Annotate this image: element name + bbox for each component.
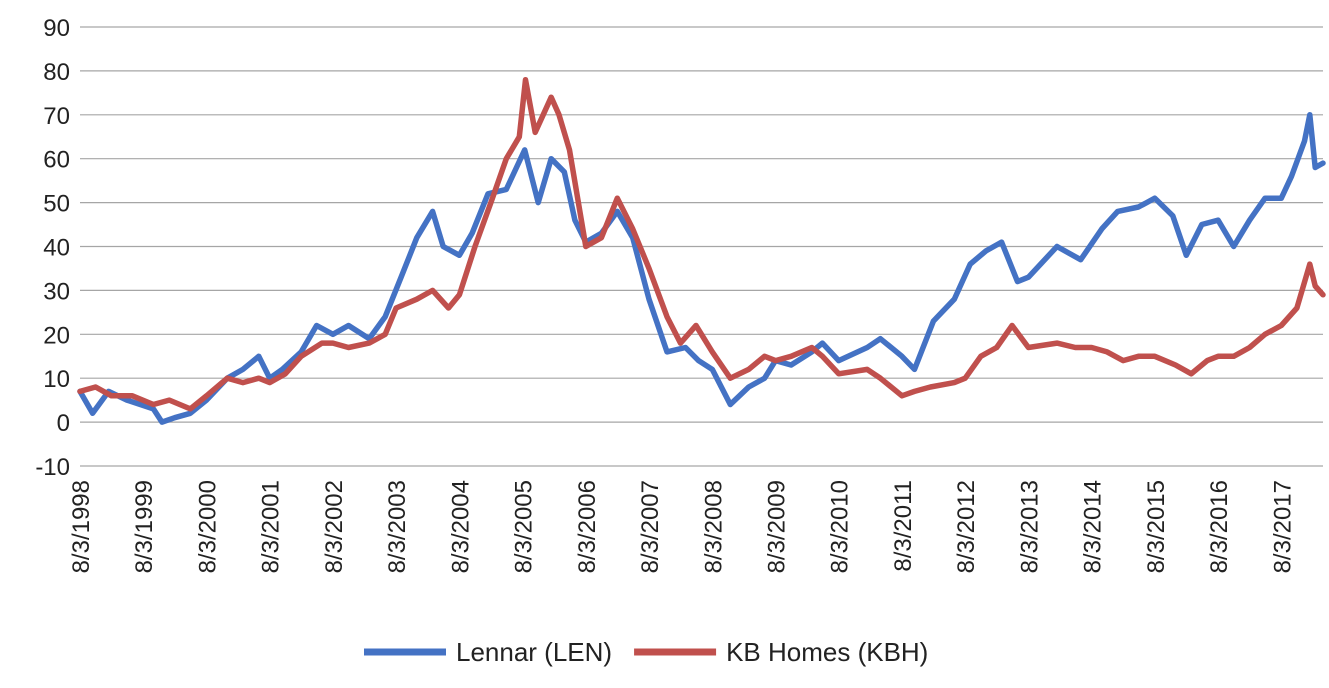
series-line-0 bbox=[77, 112, 1326, 425]
y-tick-label: 10 bbox=[43, 366, 70, 393]
y-tick-label: 30 bbox=[43, 278, 70, 305]
x-tick-label: 8/3/2006 bbox=[574, 480, 601, 573]
x-tick-label: 8/3/1998 bbox=[68, 480, 95, 573]
x-tick-label: 8/3/2004 bbox=[447, 480, 474, 573]
x-tick-label: 8/3/2001 bbox=[258, 480, 285, 573]
x-axis-tick-labels: 8/3/1998 8/3/1999 8/3/2000 8/3/2001 8/3/2002… bbox=[68, 480, 1296, 573]
x-tick-label: 8/3/2008 bbox=[700, 480, 727, 573]
x-tick-label: 8/3/2000 bbox=[195, 480, 222, 573]
series-line-1 bbox=[77, 76, 1326, 412]
x-tick-label: 8/3/2002 bbox=[321, 480, 348, 573]
x-tick-label: 8/3/2003 bbox=[384, 480, 411, 573]
legend-label-1: KB Homes (KBH) bbox=[726, 637, 928, 667]
x-tick-label: 8/3/2007 bbox=[637, 480, 664, 573]
x-tick-label: 8/3/2005 bbox=[511, 480, 538, 573]
legend: Lennar (LEN) KB Homes (KBH) bbox=[364, 637, 928, 667]
x-tick-label: 8/3/2009 bbox=[763, 480, 790, 573]
y-tick-label: 80 bbox=[43, 59, 70, 86]
y-tick-label: 0 bbox=[57, 410, 70, 437]
y-tick-label: 60 bbox=[43, 147, 70, 174]
series-lines bbox=[77, 76, 1326, 425]
y-axis-tick-labels: -10 0 10 20 30 40 50 60 70 80 90 bbox=[35, 15, 70, 481]
x-tick-label: 8/3/2016 bbox=[1206, 480, 1233, 573]
gridlines bbox=[80, 26, 1323, 467]
x-tick-label: 8/3/2012 bbox=[953, 480, 980, 573]
x-tick-label: 8/3/1999 bbox=[131, 480, 158, 573]
y-tick-label: 70 bbox=[43, 103, 70, 130]
x-tick-label: 8/3/2014 bbox=[1080, 480, 1107, 573]
y-tick-label: 50 bbox=[43, 191, 70, 218]
y-tick-label: 40 bbox=[43, 235, 70, 262]
y-tick-label: -10 bbox=[35, 454, 70, 481]
x-tick-label: 8/3/2010 bbox=[827, 480, 854, 573]
x-tick-label: 8/3/2015 bbox=[1143, 480, 1170, 573]
y-tick-label: 90 bbox=[43, 15, 70, 42]
x-tick-label: 8/3/2013 bbox=[1016, 480, 1043, 573]
y-tick-label: 20 bbox=[43, 322, 70, 349]
x-tick-label: 8/3/2017 bbox=[1269, 480, 1296, 573]
legend-label-0: Lennar (LEN) bbox=[456, 637, 612, 667]
x-tick-label: 8/3/2011 bbox=[890, 480, 917, 572]
